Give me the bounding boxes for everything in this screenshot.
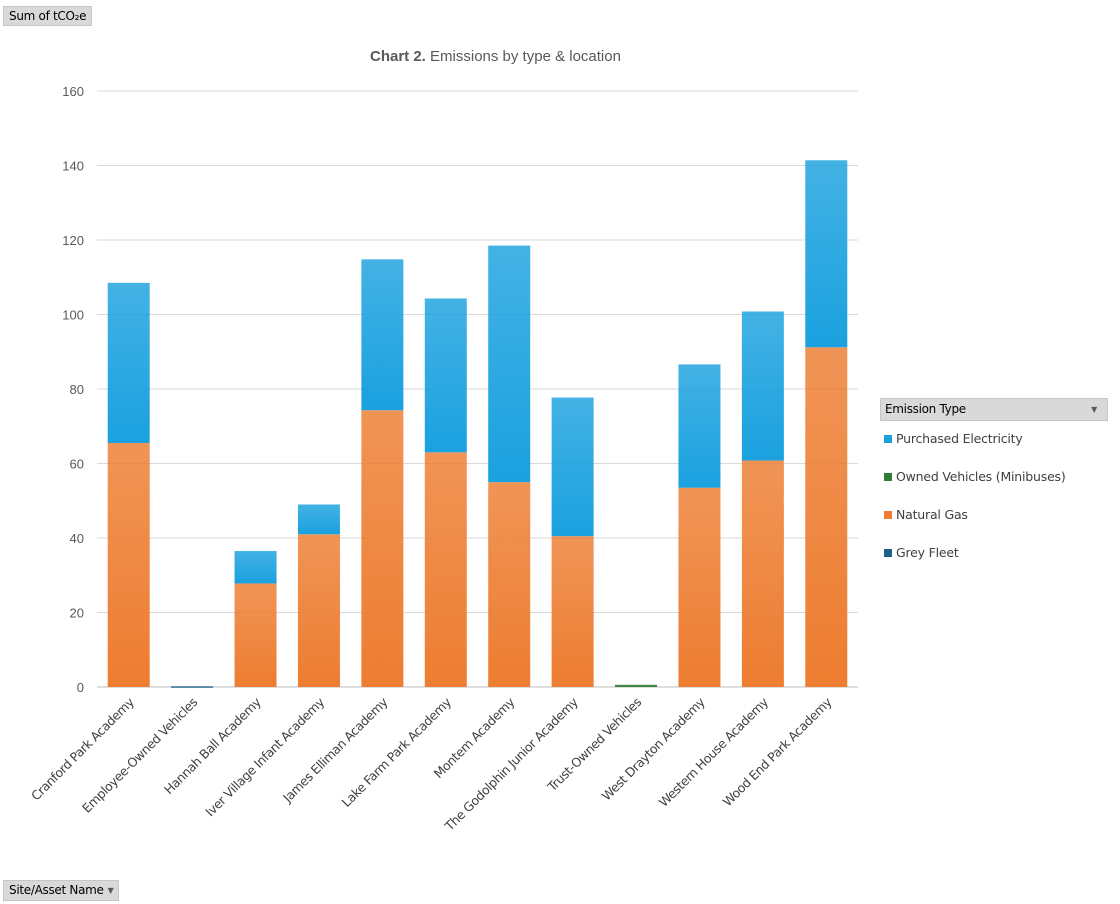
legend-swatch: [884, 549, 892, 557]
legend-swatch: [884, 511, 892, 519]
y-tick-label: 140: [62, 159, 84, 174]
axis-field-label: Site/Asset Name: [9, 883, 104, 897]
dropdown-arrow-icon[interactable]: ▼: [107, 886, 114, 895]
y-tick-label: 80: [70, 382, 84, 397]
x-tick-label: Cranford Park Academy: [28, 694, 138, 804]
x-tick-label: Wood End Park Academy: [720, 694, 835, 809]
legend-swatch: [884, 473, 892, 481]
bar-segment[interactable]: [488, 482, 531, 687]
legend-items: Purchased Electricity Owned Vehicles (Min…: [880, 431, 1108, 577]
legend-field-label: Emission Type: [885, 402, 966, 416]
axis-field-button[interactable]: Site/Asset Name ▼: [3, 880, 120, 901]
value-field-label: Sum of tCO₂e: [9, 9, 87, 23]
legend-swatch: [884, 435, 892, 443]
legend-item[interactable]: Purchased Electricity: [880, 431, 1108, 463]
bar-segment[interactable]: [361, 410, 404, 687]
bar-segment[interactable]: [805, 347, 848, 687]
bar-segment[interactable]: [678, 487, 721, 687]
bar-segment[interactable]: [424, 452, 467, 687]
chart-title-number: Chart 2.: [370, 48, 426, 65]
legend: Emission Type ▼ Purchased Electricity Owne…: [880, 398, 1108, 577]
dropdown-arrow-icon[interactable]: ▼: [1091, 405, 1097, 414]
x-tick-label: Iver Village Infant Academy: [202, 694, 328, 820]
bar-segment[interactable]: [551, 536, 594, 687]
y-tick-label: 160: [62, 84, 84, 99]
bar-segment[interactable]: [107, 282, 150, 444]
legend-item[interactable]: Natural Gas: [880, 507, 1108, 539]
legend-item[interactable]: Owned Vehicles (Minibuses): [880, 469, 1108, 501]
bar-segment[interactable]: [297, 504, 340, 535]
bar-segment[interactable]: [551, 397, 594, 537]
legend-item[interactable]: Grey Fleet: [880, 545, 1108, 577]
x-tick-label: Lake Farm Park Academy: [339, 694, 455, 810]
bar-segment[interactable]: [171, 686, 214, 688]
bar-segment[interactable]: [297, 534, 340, 687]
y-tick-label: 0: [77, 680, 84, 695]
bar-segment[interactable]: [615, 684, 658, 687]
bar-segment[interactable]: [234, 583, 277, 687]
bar-segment[interactable]: [741, 460, 784, 687]
bar-segment[interactable]: [234, 551, 277, 584]
y-tick-label: 40: [70, 531, 84, 546]
y-tick-label: 120: [62, 233, 84, 248]
y-tick-label: 100: [62, 308, 84, 323]
x-tick-label: Western House Academy: [656, 694, 772, 810]
y-tick-label: 60: [70, 457, 84, 472]
legend-label: Owned Vehicles (Minibuses): [896, 469, 1066, 484]
bar-segment[interactable]: [678, 364, 721, 488]
bar-segment[interactable]: [805, 160, 848, 348]
legend-filter-button[interactable]: Emission Type ▼: [880, 398, 1108, 421]
chart-title: Chart 2. Emissions by type & location: [370, 48, 621, 65]
value-field-button[interactable]: Sum of tCO₂e: [3, 6, 93, 26]
x-tick-label: James Elliman Academy: [279, 694, 391, 806]
y-tick-label: 20: [70, 606, 84, 621]
bar-segment[interactable]: [107, 443, 150, 687]
legend-label: Purchased Electricity: [896, 431, 1023, 446]
bar-segment[interactable]: [361, 259, 404, 411]
x-tick-label: Employee-Owned Vehicles: [79, 695, 200, 816]
bar-segment[interactable]: [741, 311, 784, 461]
chart-title-text: Emissions by type & location: [430, 48, 621, 65]
bar-segment[interactable]: [424, 298, 467, 453]
bar-segment[interactable]: [488, 245, 531, 483]
legend-label: Grey Fleet: [896, 545, 959, 560]
x-tick-label: West Drayton Academy: [599, 694, 709, 804]
x-tick-label: The Godolphin Junior Academy: [441, 694, 581, 834]
legend-label: Natural Gas: [896, 507, 968, 522]
